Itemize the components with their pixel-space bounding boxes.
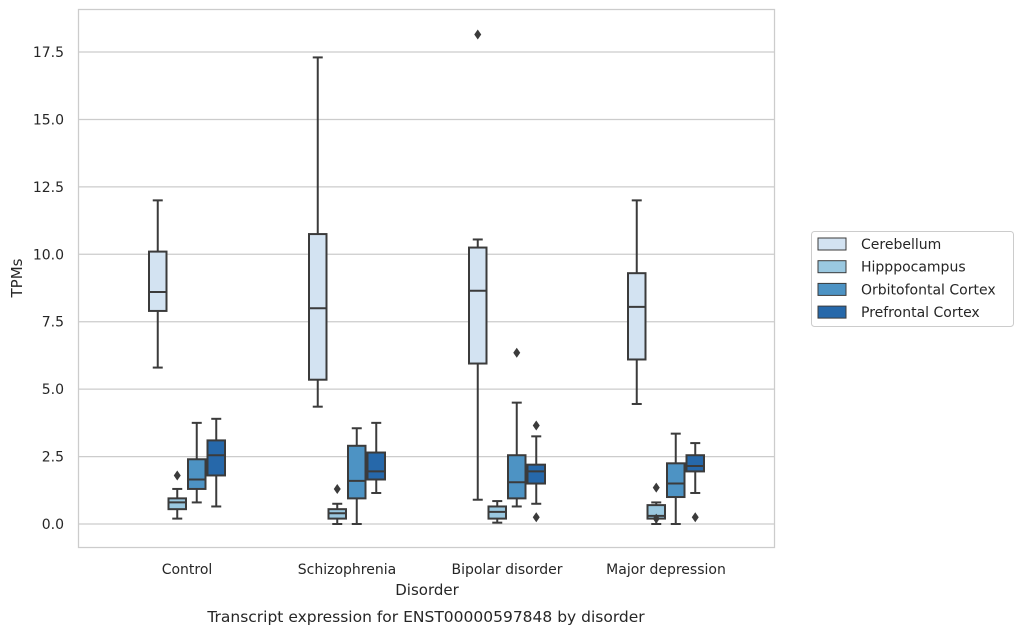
legend-label: Cerebellum: [861, 237, 941, 253]
box-element: [666, 432, 686, 525]
outlier-point: [532, 512, 540, 523]
box-element: [308, 56, 328, 408]
y-tick-label: 10.0: [33, 247, 64, 263]
y-tick-label: 2.5: [42, 450, 64, 466]
y-tick-label: 17.5: [33, 45, 64, 61]
box-iqr: [148, 250, 168, 312]
box-iqr: [526, 463, 546, 485]
box-element: [347, 427, 367, 525]
x-tick-label: Control: [162, 562, 213, 578]
chart-caption: Transcript expression for ENST0000059784…: [206, 608, 645, 626]
box-iqr: [685, 454, 705, 473]
box-element: [468, 29, 488, 501]
outlier-point: [333, 483, 341, 494]
box-element: [487, 500, 507, 524]
box-iqr: [627, 272, 647, 361]
legend: Cerebellum Hipppocampus Orbitofontal Corte…: [811, 231, 1014, 327]
y-tick-label: 7.5: [42, 315, 64, 331]
box-element: [327, 483, 347, 525]
x-tick-label: Bipolar disorder: [451, 562, 562, 578]
outlier-point: [474, 29, 482, 40]
x-axis-label: Disorder: [395, 581, 459, 599]
y-axis-label: TPMs: [8, 258, 26, 298]
box-iqr: [167, 497, 187, 511]
outlier-point: [652, 482, 660, 493]
outlier-point: [691, 512, 699, 523]
legend-swatch: [817, 237, 847, 251]
box-series: [148, 29, 705, 525]
box-element: [206, 417, 226, 508]
box-element: [366, 421, 386, 494]
box-iqr: [206, 439, 226, 477]
box-element: [685, 442, 705, 523]
legend-swatch: [817, 260, 847, 274]
legend-frame: [811, 231, 1014, 327]
plot-area-frame: [77, 8, 776, 549]
plot-area-background: [78, 9, 775, 548]
box-element: [507, 347, 527, 508]
x-tick-labels: Control Schizophrenia Bipolar disorder Majo…: [162, 562, 726, 578]
series-orbitofontal-cortex: [187, 347, 686, 525]
legend-swatch: [817, 305, 847, 319]
gridlines: [78, 51, 775, 525]
legend-label: Hipppocampus: [861, 260, 966, 276]
x-tick-label: Schizophrenia: [298, 562, 396, 578]
y-tick-label: 0.0: [42, 517, 64, 533]
outlier-point: [652, 513, 660, 524]
y-tick-label: 12.5: [33, 180, 64, 196]
series-hipppocampus: [167, 470, 666, 525]
legend-label: Prefrontal Cortex: [861, 305, 980, 321]
box-element: [187, 421, 207, 504]
legend-label: Orbitofontal Cortex: [861, 282, 996, 298]
outlier-point: [513, 347, 521, 358]
box-iqr: [468, 246, 488, 365]
series-cerebellum: [148, 29, 647, 501]
y-tick-labels: 0.0 2.5 5.0 7.5 10.0 12.5 15.0 17.5: [33, 45, 64, 533]
box-iqr: [666, 462, 686, 499]
box-iqr: [308, 233, 328, 381]
box-element: [148, 199, 168, 369]
series-prefrontal-cortex: [206, 417, 705, 523]
y-tick-label: 15.0: [33, 112, 64, 128]
outlier-point: [173, 470, 181, 481]
box-element: [646, 482, 666, 525]
y-tick-label: 5.0: [42, 382, 64, 398]
x-tick-label: Major depression: [606, 562, 726, 578]
box-iqr: [187, 458, 207, 490]
box-element: [627, 199, 647, 405]
legend-swatch: [817, 282, 847, 296]
box-iqr: [507, 454, 527, 500]
box-element: [167, 470, 187, 520]
box-iqr: [347, 444, 367, 500]
outlier-point: [532, 420, 540, 431]
box-element: [526, 420, 546, 523]
box-iqr: [366, 451, 386, 481]
